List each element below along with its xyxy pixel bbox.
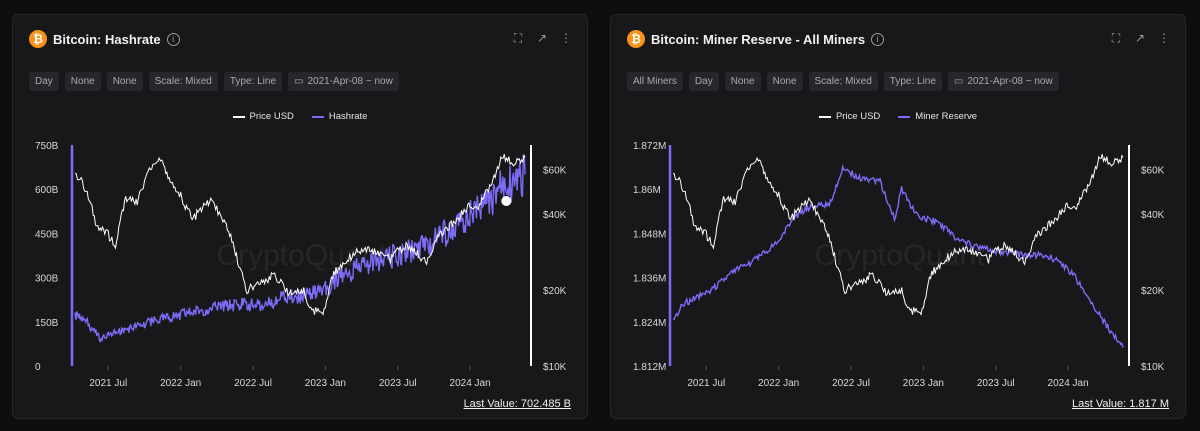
hashrate-chart[interactable]: CryptoQuant750B600B450B300B150B0$60K$40K… <box>13 130 589 398</box>
date-range-text: 2021-Apr-08 ~ now <box>307 76 393 87</box>
x-tick-label: 2022 Jan <box>160 378 201 389</box>
y-left-tick-label: 1.86M <box>633 185 661 196</box>
y-right-tick-label: $20K <box>1141 286 1165 297</box>
legend-item-price[interactable]: Price USD <box>232 111 294 122</box>
share-icon[interactable]: ↗ <box>1134 31 1146 45</box>
x-tick-label: 2023 Jul <box>977 378 1015 389</box>
y-left-tick-label: 1.836M <box>633 274 666 285</box>
pill-date-range[interactable]: ▭ 2021-Apr-08 ~ now <box>288 72 399 91</box>
y-right-tick-label: $60K <box>1141 165 1165 176</box>
pill-date-range[interactable]: ▭ 2021-Apr-08 ~ now <box>947 72 1059 91</box>
pill-scale[interactable]: Scale: Mixed <box>148 72 218 91</box>
calendar-icon: ▭ <box>953 76 964 87</box>
chart-legend: Price USD Miner Reserve <box>611 111 1185 122</box>
last-value[interactable]: Last Value: 702.485 B <box>463 398 571 410</box>
panel-title-text: Bitcoin: Miner Reserve - All Miners <box>651 31 866 47</box>
info-icon[interactable]: i <box>166 32 180 46</box>
panel-title: ₿ Bitcoin: Miner Reserve - All Miners i <box>627 29 885 49</box>
x-tick-label: 2023 Jan <box>903 378 944 389</box>
x-tick-label: 2022 Jul <box>234 378 272 389</box>
price-usd-series-line <box>74 154 526 316</box>
y-left-tick-label: 1.824M <box>633 318 666 329</box>
expand-icon[interactable]: ⛶ <box>1111 31 1121 45</box>
filter-pills: All Miners Day None None Scale: Mixed Ty… <box>627 72 1059 91</box>
pill-interval[interactable]: Day <box>29 72 59 91</box>
hover-marker <box>501 195 512 206</box>
panel-tools: ⛶ ↗ ⋮ <box>1109 31 1171 46</box>
y-right-tick-label: $10K <box>1141 362 1165 373</box>
y-left-tick-label: 300B <box>35 274 59 285</box>
y-left-tick-label: 750B <box>35 141 59 152</box>
legend-label: Price USD <box>249 111 294 122</box>
pill-option-1[interactable]: None <box>724 72 761 91</box>
x-tick-label: 2023 Jan <box>305 378 346 389</box>
x-tick-label: 2021 Jul <box>687 378 725 389</box>
x-tick-label: 2022 Jul <box>832 378 870 389</box>
watermark: CryptoQuant <box>814 239 985 272</box>
y-right-tick-label: $40K <box>543 210 567 221</box>
y-left-tick-label: 450B <box>35 229 59 240</box>
y-left-tick-label: 600B <box>35 185 59 196</box>
bitcoin-icon: ₿ <box>627 30 645 48</box>
y-left-tick-label: 1.812M <box>633 362 666 373</box>
y-right-tick-label: $10K <box>543 362 567 373</box>
panel-tools: ⛶ ↗ ⋮ <box>511 31 573 46</box>
y-right-tick-label: $60K <box>543 165 567 176</box>
legend-label: Hashrate <box>328 111 368 122</box>
x-tick-label: 2024 Jan <box>1048 378 1089 389</box>
price-usd-series-line <box>672 154 1124 316</box>
y-left-tick-label: 0 <box>35 362 41 373</box>
x-tick-label: 2024 Jan <box>450 378 491 389</box>
pill-type[interactable]: Type: Line <box>223 72 283 91</box>
legend-label: Miner Reserve <box>915 111 978 122</box>
calendar-icon: ▭ <box>294 76 304 87</box>
x-tick-label: 2021 Jul <box>89 378 127 389</box>
pill-option-1[interactable]: None <box>64 72 101 91</box>
info-icon[interactable]: i <box>871 32 885 46</box>
pill-scale[interactable]: Scale: Mixed <box>808 72 878 91</box>
date-range-text: 2021-Apr-08 ~ now <box>967 76 1053 87</box>
pill-option-2[interactable]: None <box>106 72 143 91</box>
panel-title: ₿ Bitcoin: Hashrate i <box>29 29 180 49</box>
miner-reserve-series-line <box>672 164 1124 348</box>
pill-type[interactable]: Type: Line <box>883 72 942 91</box>
miner-reserve-chart[interactable]: CryptoQuant 1.872M 1.86M 1.848M 1.836M 1.824M… <box>611 130 1187 398</box>
x-tick-label: 2022 Jan <box>758 378 799 389</box>
last-value[interactable]: Last Value: 1.817 M <box>1071 398 1169 410</box>
panel-title-text: Bitcoin: Hashrate <box>53 31 161 47</box>
legend-item-price[interactable]: Price USD <box>818 111 881 122</box>
hashrate-panel: ₿ Bitcoin: Hashrate i ⛶ ↗ ⋮ Day None Non… <box>12 14 588 419</box>
legend-label: Price USD <box>835 111 881 122</box>
chart-legend: Price USD Hashrate <box>13 111 587 122</box>
bitcoin-icon: ₿ <box>29 30 47 48</box>
miner-reserve-panel: ₿ Bitcoin: Miner Reserve - All Miners i … <box>610 14 1186 419</box>
y-left-tick-label: 1.848M <box>633 229 666 240</box>
expand-icon[interactable]: ⛶ <box>513 31 523 45</box>
y-right-tick-label: $20K <box>543 286 567 297</box>
pill-option-2[interactable]: None <box>766 72 803 91</box>
filter-pills: Day None None Scale: Mixed Type: Line ▭ 2… <box>29 72 399 91</box>
legend-item-hashrate[interactable]: Hashrate <box>311 111 368 122</box>
x-tick-label: 2023 Jul <box>379 378 417 389</box>
more-icon[interactable]: ⋮ <box>1158 31 1170 45</box>
legend-item-miner-reserve[interactable]: Miner Reserve <box>898 111 977 122</box>
share-icon[interactable]: ↗ <box>536 31 548 45</box>
more-icon[interactable]: ⋮ <box>560 31 572 45</box>
y-left-tick-label: 150B <box>35 318 59 329</box>
pill-interval[interactable]: Day <box>688 72 719 91</box>
y-right-tick-label: $40K <box>1141 210 1165 221</box>
pill-miner-group[interactable]: All Miners <box>627 72 683 91</box>
y-left-tick-label: 1.872M <box>633 141 666 152</box>
